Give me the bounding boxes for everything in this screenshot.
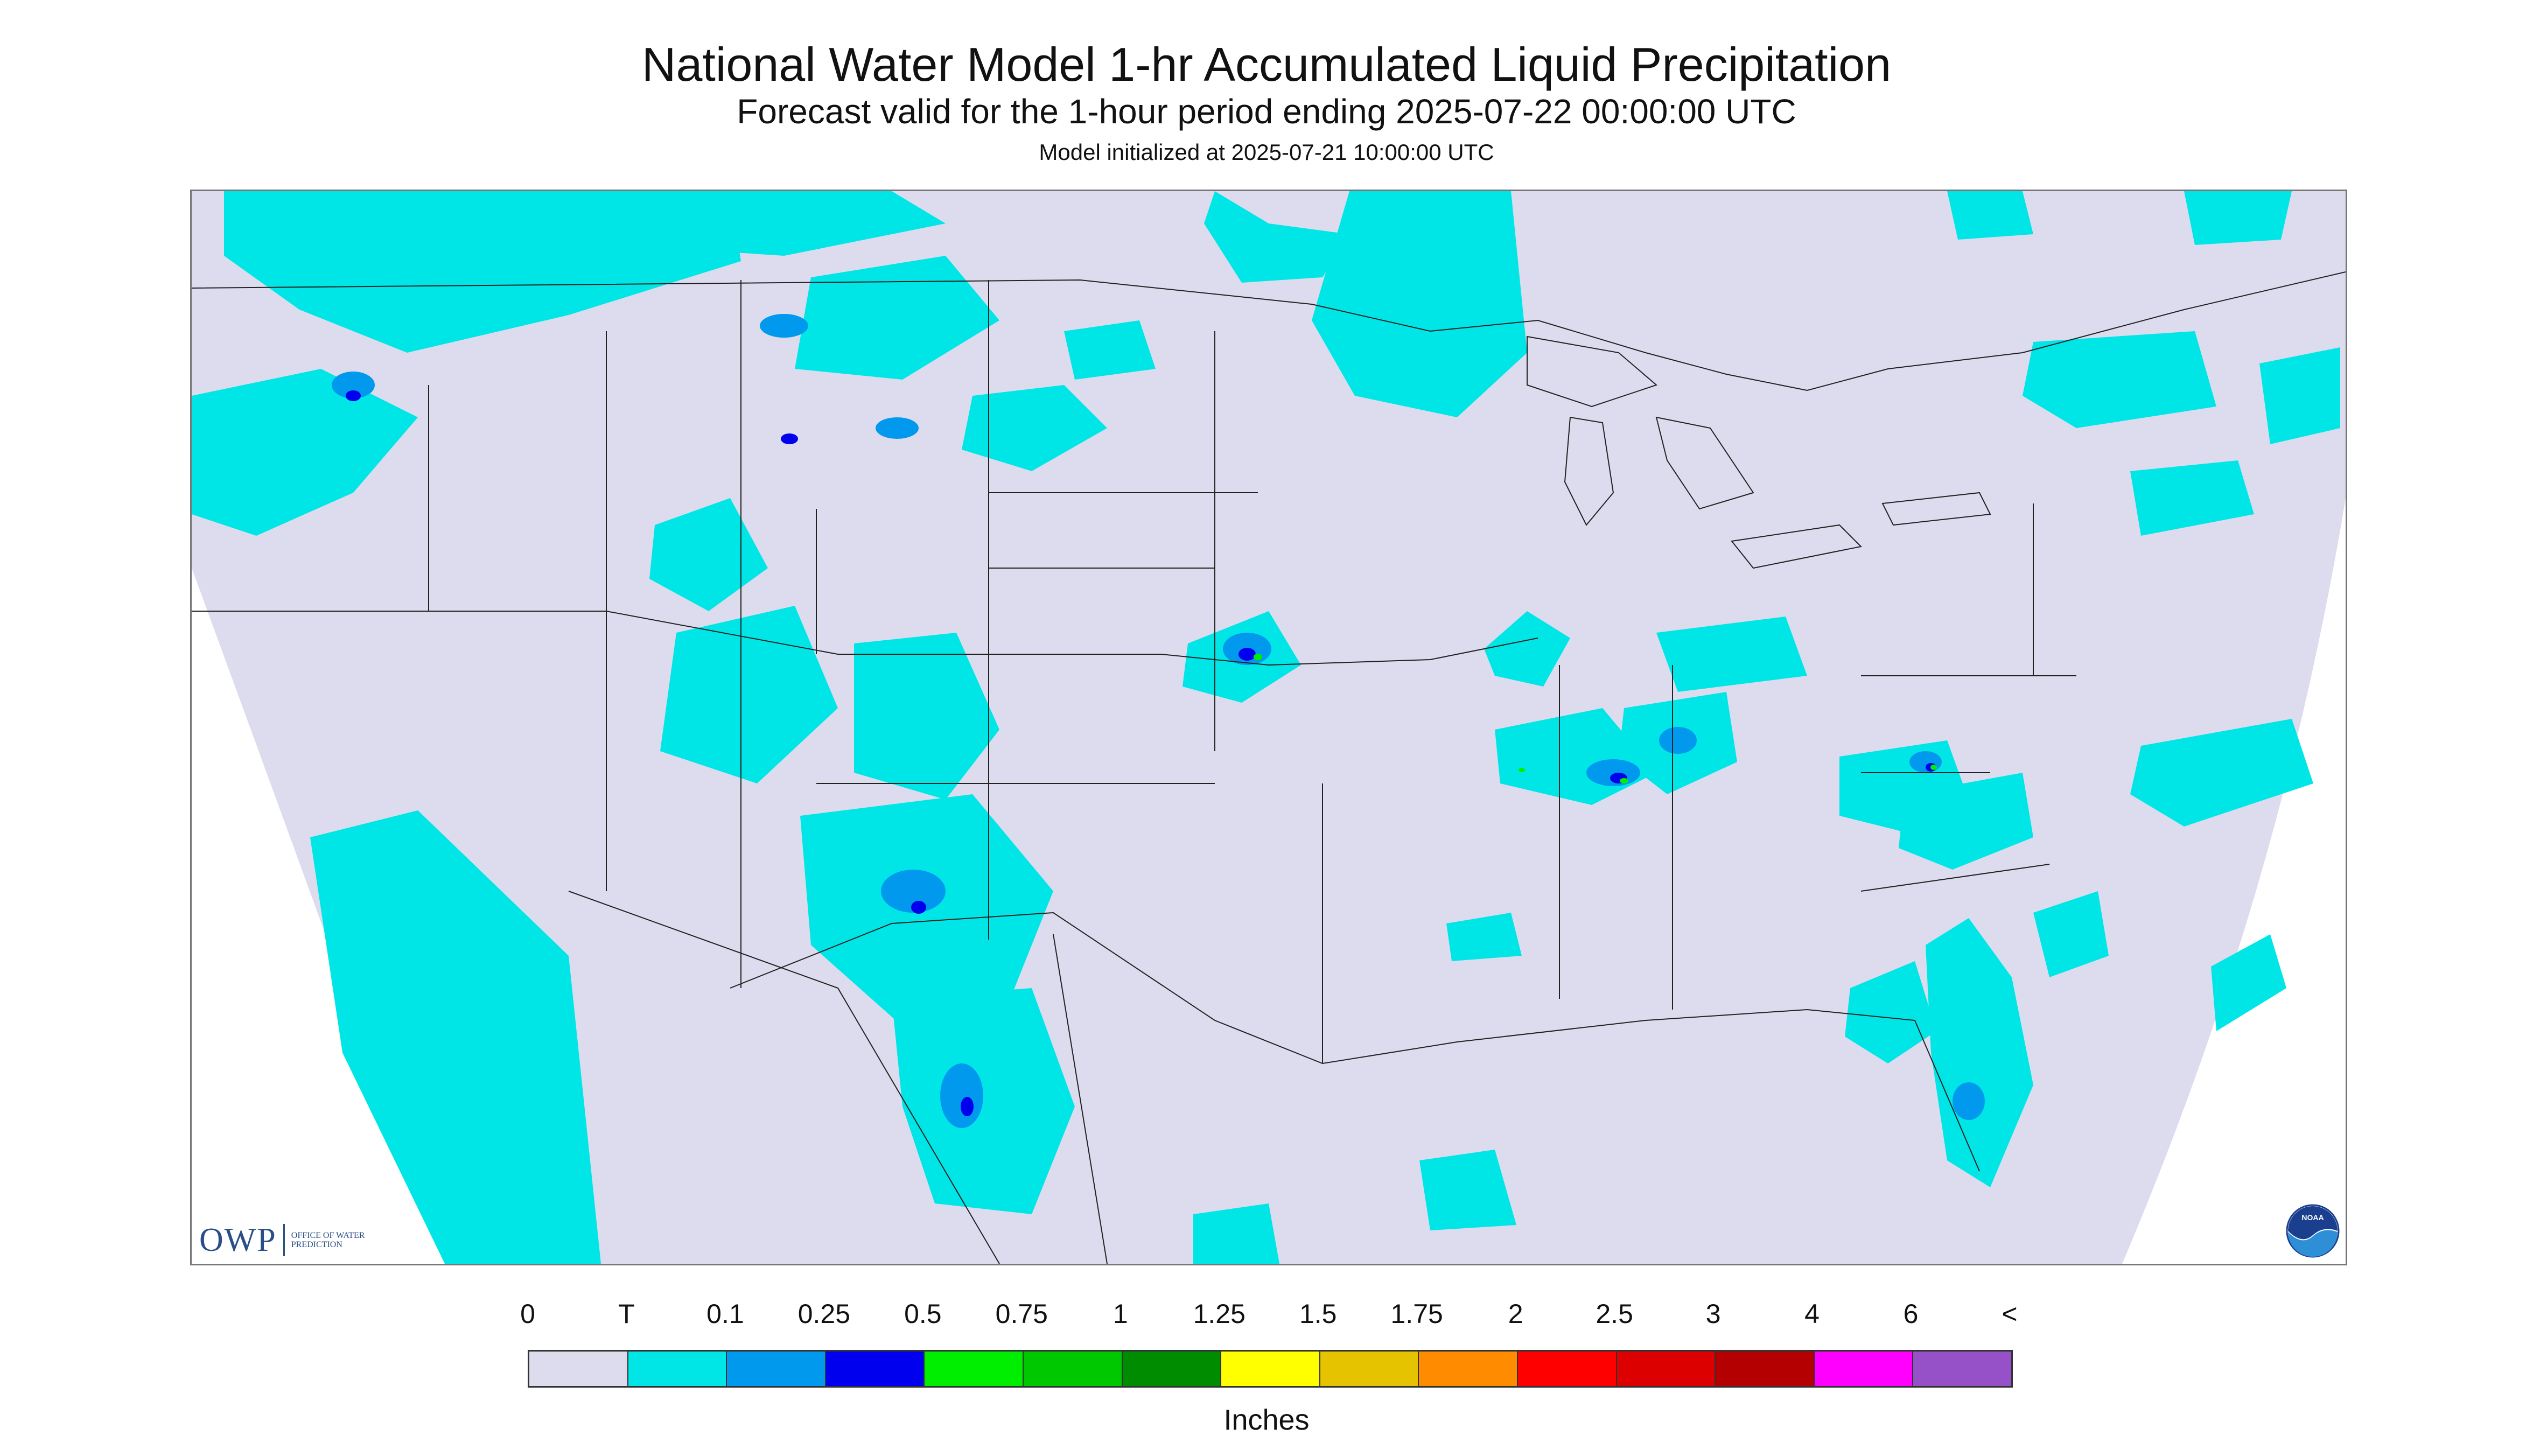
legend-swatch	[925, 1352, 1024, 1386]
legend-label: 4	[1804, 1299, 1820, 1329]
legend-label: 3	[1705, 1299, 1721, 1329]
legend-swatch	[628, 1352, 727, 1386]
legend-swatch	[1320, 1352, 1419, 1386]
legend-label: 0.75	[995, 1299, 1048, 1329]
owp-logo-divider	[283, 1224, 285, 1256]
legend-labels: 0 T 0.1 0.25 0.5 0.75 1 1.25 1.5 1.75 2 2.5 3 4 6 <	[0, 1298, 2533, 1335]
legend-label: 6	[1903, 1299, 1919, 1329]
legend-swatch	[1716, 1352, 1815, 1386]
legend-label: 2.5	[1596, 1299, 1633, 1329]
legend-swatch	[727, 1352, 826, 1386]
legend-swatch	[1419, 1352, 1518, 1386]
owp-logo-name: Office of Water Prediction	[291, 1231, 365, 1249]
legend-label: 1.75	[1390, 1299, 1443, 1329]
legend-swatch	[1023, 1352, 1123, 1386]
legend-unit: Inches	[1223, 1404, 1310, 1436]
legend-label: 2	[1508, 1299, 1523, 1329]
legend-label: 0	[520, 1299, 535, 1329]
legend-swatch	[1617, 1352, 1716, 1386]
legend-label: <	[2002, 1299, 2018, 1329]
legend-label: T	[618, 1299, 635, 1329]
owp-logo-letters: OWP	[199, 1221, 277, 1258]
legend-label: 1	[1112, 1299, 1128, 1329]
legend-swatch	[1221, 1352, 1320, 1386]
political-boundaries	[192, 271, 2346, 1264]
legend-label: 0.5	[904, 1299, 942, 1329]
legend-label: 1.5	[1299, 1299, 1337, 1329]
legend-swatch	[1122, 1352, 1222, 1386]
legend-swatch	[825, 1352, 925, 1386]
map-domain	[192, 191, 2346, 1264]
noaa-logo-text: NOAA	[2301, 1213, 2324, 1222]
legend-label: 0.25	[797, 1299, 851, 1329]
legend-swatch	[1913, 1352, 2011, 1386]
noaa-logo: NOAA	[2286, 1204, 2340, 1258]
legend-swatch	[1517, 1352, 1617, 1386]
precipitation-legend	[528, 1350, 2013, 1388]
legend-label: 0.1	[706, 1299, 744, 1329]
precipitation-map	[190, 190, 2347, 1265]
legend-label: 1.25	[1193, 1299, 1245, 1329]
map-subtitle: Forecast valid for the 1-hour period end…	[737, 92, 1796, 131]
precip-field-trace	[192, 191, 2340, 1264]
legend-swatch	[1814, 1352, 1914, 1386]
owp-logo: OWP Office of Water Prediction	[199, 1221, 367, 1259]
precip-field-heavy	[1254, 654, 1937, 783]
model-init-time: Model initialized at 2025-07-21 10:00:00…	[1039, 139, 1494, 165]
legend-swatch	[529, 1352, 628, 1386]
map-title: National Water Model 1-hr Accumulated Li…	[641, 38, 1892, 91]
map-canvas	[192, 191, 2346, 1264]
great-lakes	[1527, 335, 1991, 569]
